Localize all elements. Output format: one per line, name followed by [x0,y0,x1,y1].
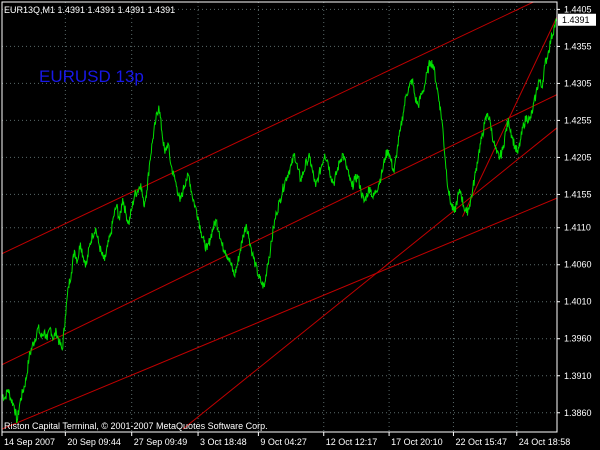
y-tick-label: 1.4110 [564,223,591,233]
y-tick-label: 1.4305 [564,78,592,88]
y-tick-label: 1.4155 [564,189,592,199]
x-tick-label: 3 Oct 18:48 [200,437,247,447]
x-tick-label: 22 Oct 15:47 [455,437,507,447]
plot-frame [1,1,558,433]
y-tick-label: 1.3910 [564,371,592,381]
chart-header: EUR13Q,M1 1.4391 1.4391 1.4391 1.4391 [4,5,175,15]
y-tick-label: 1.3860 [564,408,592,418]
x-tick-label: 27 Sep 09:49 [134,437,188,447]
y-tick-label: 1.4010 [564,297,592,307]
price-series [2,17,557,424]
y-tick-label: 1.4205 [564,152,592,162]
y-tick-label: 1.4405 [564,4,592,14]
x-tick-label: 14 Sep 2007 [4,437,55,447]
x-tick-label: 12 Oct 12:17 [326,437,378,447]
copyright-footer: Riston Capital Terminal, © 2001-2007 Met… [4,421,268,431]
channel-line [2,197,557,430]
current-price-label: 1.4391 [562,15,590,25]
x-tick-label: 9 Oct 04:27 [260,437,307,447]
x-tick-label: 24 Oct 18:58 [519,437,571,447]
grid [1,2,557,432]
y-tick-label: 1.4060 [564,260,592,270]
current-price-box [558,13,596,26]
symbol-label: EURUSD 13p [39,67,144,86]
price-line [2,17,557,424]
y-tick-label: 1.3960 [564,334,592,344]
x-tick-label: 20 Sep 09:44 [67,437,121,447]
channel-line [182,127,557,430]
channel-line [2,94,557,366]
channel-line [2,2,535,255]
y-tick-label: 1.4255 [564,115,592,125]
channel-line [462,16,557,217]
y-tick-label: 1.4355 [564,41,592,51]
x-tick-label: 17 Oct 20:10 [391,437,443,447]
channel-lines [2,2,557,430]
